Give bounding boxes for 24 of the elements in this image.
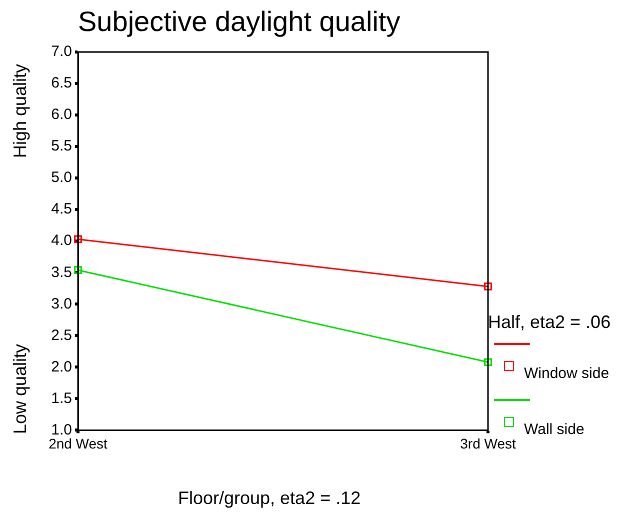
legend-label: Window side — [524, 365, 610, 382]
y-tick-label: 1.5 — [51, 390, 72, 407]
x-axis-title: Floor/group, eta2 = .12 — [178, 488, 361, 509]
x-tick-label: 3rd West — [460, 435, 516, 452]
y-tick-label: 5.0 — [51, 169, 72, 186]
legend-label: Wall side — [524, 421, 584, 438]
point — [484, 282, 492, 290]
y-tick-label: 7.0 — [51, 43, 72, 60]
y-tick-label: 5.5 — [51, 138, 72, 155]
y-tick-label: 3.5 — [51, 264, 72, 281]
y-tick-label: 3.0 — [51, 295, 72, 312]
annotation: High quality — [10, 64, 31, 158]
y-axis-title: Low quality — [10, 344, 31, 434]
y-tick-label: 6.0 — [51, 106, 72, 124]
legend-title: Half, eta2 = .06 — [488, 312, 611, 333]
chart-title: Subjective daylight quality — [78, 6, 400, 38]
y-tick-label: 6.5 — [51, 74, 72, 92]
y-tick-label: 4.0 — [51, 232, 72, 250]
y-tick-label: 4.5 — [51, 200, 72, 218]
point — [74, 235, 82, 244]
point — [484, 358, 492, 366]
y-tick-label: 2.5 — [51, 326, 72, 344]
point — [74, 266, 82, 274]
y-tick-label: 2.0 — [51, 358, 72, 376]
